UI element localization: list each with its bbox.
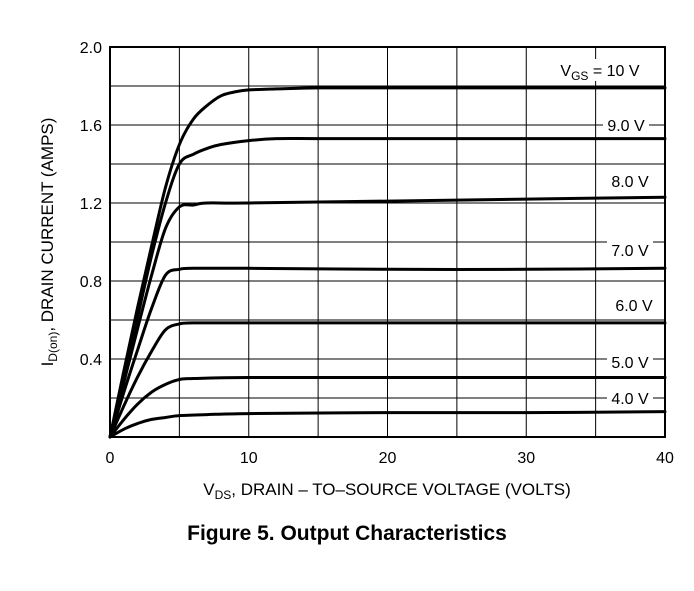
- plot-frame: [109, 46, 666, 438]
- curve-label: 9.0 V: [607, 118, 645, 135]
- curve-label-background: [549, 59, 651, 81]
- curve-label-background: [607, 387, 653, 409]
- curve-label: 7.0 V: [611, 243, 649, 260]
- figure-caption: Figure 5. Output Characteristics: [187, 522, 507, 545]
- curve-label-background: [603, 114, 649, 136]
- x-axis-title: VDS, DRAIN – TO–SOURCE VOLTAGE (VOLTS): [203, 480, 570, 502]
- x-tick-label: 0: [106, 450, 115, 467]
- curve-label: VGS = 10 V: [560, 63, 639, 83]
- curve-label-background: [607, 351, 653, 373]
- x-tick-label: 20: [379, 450, 397, 467]
- x-tick-label: 30: [517, 450, 535, 467]
- x-tick-label: 40: [656, 450, 674, 467]
- grid-lines: [110, 47, 665, 437]
- curve-5-0-v: [108, 375, 667, 439]
- y-tick-label: 1.2: [80, 196, 102, 213]
- curves: [108, 86, 667, 439]
- curve-label: 8.0 V: [611, 174, 649, 191]
- y-axis-title: ID(on), DRAIN CURRENT (AMPS): [38, 118, 60, 367]
- y-tick-label: 1.6: [80, 118, 102, 135]
- curve-4-0-v: [108, 410, 667, 439]
- output-characteristics-chart: 0 10 20 30 40 0.4 0.8 1.2 1.6 2.0 VGS = 10 V 9.0 V…: [38, 40, 674, 502]
- curve-label: 5.0 V: [611, 355, 649, 372]
- curve-label: 6.0 V: [615, 298, 653, 315]
- tick-labels: 0 10 20 30 40 0.4 0.8 1.2 1.6 2.0: [80, 40, 674, 467]
- curve-labels: VGS = 10 V 9.0 V 8.0 V 7.0 V 6.0 V 5.0 V 4.0 V: [549, 59, 657, 409]
- y-tick-label: 0.8: [80, 274, 102, 291]
- curve-6-0-v: [108, 321, 667, 439]
- curve-label-background: [607, 170, 653, 192]
- x-tick-label: 10: [240, 450, 258, 467]
- curve-label-background: [607, 239, 653, 261]
- curve-7-0-v: [108, 266, 667, 439]
- curve-v-gs-10-v: [108, 86, 667, 439]
- y-tick-label: 2.0: [80, 40, 102, 57]
- curve-8-0-v: [108, 195, 667, 439]
- curve-9-0-v: [108, 136, 667, 439]
- curve-label-background: [611, 294, 657, 316]
- y-tick-label: 0.4: [80, 352, 102, 369]
- curve-label: 4.0 V: [611, 391, 649, 408]
